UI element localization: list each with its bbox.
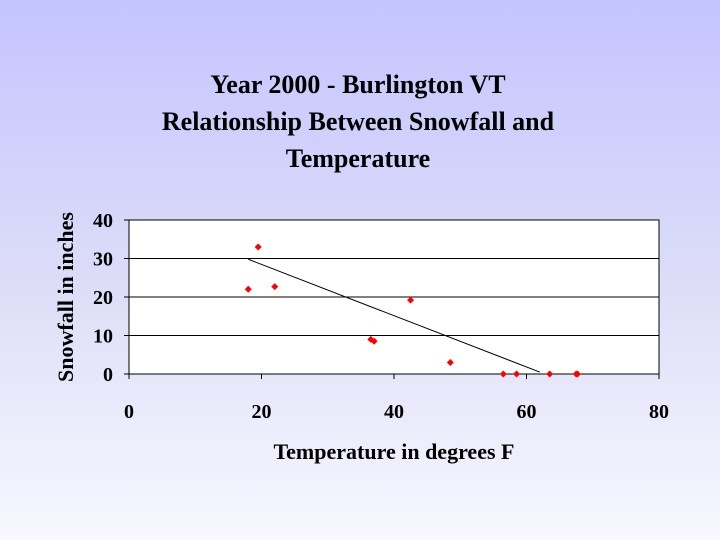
x-axis-label: Temperature in degrees F (274, 439, 515, 464)
chart-title-line-3: Temperature (286, 144, 430, 173)
x-tick-label: 80 (649, 401, 669, 423)
data-point-8 (499, 370, 507, 378)
data-point-5 (370, 337, 378, 345)
y-tick-label: 0 (103, 364, 113, 386)
gridlines (129, 219, 659, 375)
y-axis-ticks: 0 10 20 30 40 (93, 210, 129, 386)
data-point-12 (574, 370, 582, 378)
data-point-6 (407, 296, 415, 304)
y-tick-label: 40 (93, 210, 113, 232)
trendline (248, 258, 540, 373)
y-tick-label: 30 (93, 249, 113, 271)
data-point-10 (546, 370, 554, 378)
chart-title-line-1: Year 2000 - Burlington VT (210, 70, 505, 99)
y-tick-label: 20 (93, 287, 113, 309)
chart-title-line-2: Relationship Between Snowfall and (162, 107, 555, 136)
data-point-9 (513, 370, 521, 378)
data-points (244, 243, 582, 378)
data-point-3 (271, 283, 279, 291)
y-axis-label: Snowfall in inches (53, 212, 78, 382)
x-tick-label: 20 (252, 401, 272, 423)
x-tick-label: 60 (517, 401, 537, 423)
x-tick-label: 0 (124, 401, 134, 423)
data-point-2 (254, 243, 262, 251)
chart-title: Year 2000 - Burlington VT Relationship B… (162, 70, 555, 173)
x-tick-label: 40 (384, 401, 404, 423)
y-tick-label: 10 (93, 326, 113, 348)
data-point-7 (446, 358, 454, 366)
x-axis-ticks: 0 20 40 60 80 (124, 374, 669, 423)
data-point-1 (244, 285, 252, 293)
